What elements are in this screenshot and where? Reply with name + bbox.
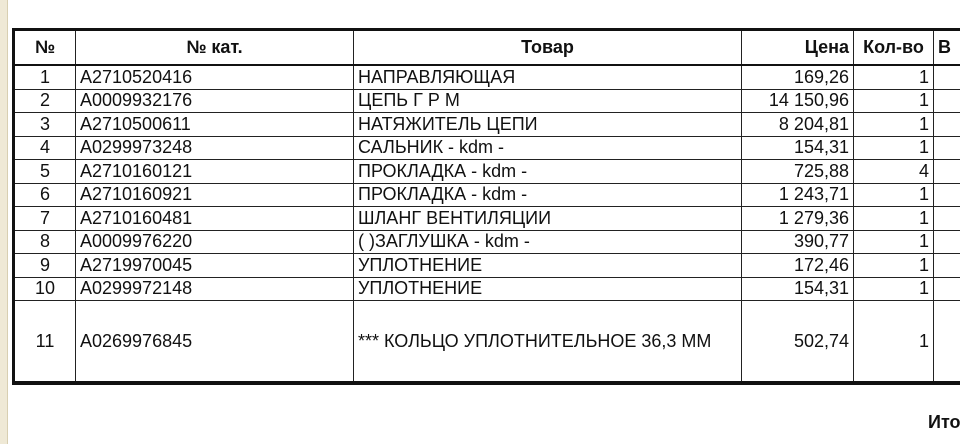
quantity: 1 xyxy=(853,229,934,254)
catalog-number: A2710160481 xyxy=(75,206,354,231)
price: 502,74 xyxy=(741,300,854,384)
next-cell xyxy=(933,64,960,90)
item-name: САЛЬНИК - kdm - xyxy=(353,135,742,160)
next-cell xyxy=(933,88,960,113)
table-header: № № кат. Товар Цена Кол-во В xyxy=(13,29,960,66)
row-number: 2 xyxy=(13,88,76,113)
next-cell xyxy=(933,182,960,207)
catalog-number: A2719970045 xyxy=(75,253,354,278)
item-name: УПЛОТНЕНИЕ xyxy=(353,253,742,278)
table-row: 6 A2710160921 ПРОКЛАДКА - kdm -1 243,71 1 xyxy=(13,182,960,207)
price: 390,77 xyxy=(741,229,854,254)
col-next: В xyxy=(933,29,960,66)
price: 725,88 xyxy=(741,159,854,184)
price: 154,31 xyxy=(741,276,854,301)
next-cell xyxy=(933,276,960,301)
catalog-number: A2710500611 xyxy=(75,112,354,137)
quantity: 4 xyxy=(853,159,934,184)
price: 8 204,81 xyxy=(741,112,854,137)
quantity: 1 xyxy=(853,300,934,384)
row-number: 11 xyxy=(13,300,76,384)
col-price: Цена xyxy=(741,29,854,66)
col-qty: Кол-во xyxy=(853,29,934,66)
price: 1 243,71 xyxy=(741,182,854,207)
item-name: ШЛАНГ ВЕНТИЛЯЦИИ xyxy=(353,206,742,231)
parts-table: № № кат. Товар Цена Кол-во В 1 A271052041… xyxy=(12,28,960,385)
window-left-border xyxy=(0,0,8,444)
table-row: 2 A0009932176 ЦЕПЬ Г Р М 14 150,96 1 xyxy=(13,88,960,113)
next-cell xyxy=(933,135,960,160)
next-cell xyxy=(933,253,960,278)
row-number: 7 xyxy=(13,206,76,231)
catalog-number: A2710160921 xyxy=(75,182,354,207)
quantity: 1 xyxy=(853,182,934,207)
item-name: УПЛОТНЕНИЕ xyxy=(353,276,742,301)
total-label: Ито xyxy=(928,412,960,432)
row-number: 6 xyxy=(13,182,76,207)
price: 14 150,96 xyxy=(741,88,854,113)
item-name: НАПРАВЛЯЮЩАЯ xyxy=(353,64,742,90)
row-number: 4 xyxy=(13,135,76,160)
table-row: 3 A2710500611 НАТЯЖИТЕЛЬ ЦЕПИ 8 204,81 1 xyxy=(13,112,960,137)
quantity: 1 xyxy=(853,112,934,137)
quantity: 1 xyxy=(853,206,934,231)
table-row: 10 A0299972148 УПЛОТНЕНИЕ 154,31 1 xyxy=(13,276,960,301)
row-number: 8 xyxy=(13,229,76,254)
price: 169,26 xyxy=(741,64,854,90)
item-name: *** КОЛЬЦО УПЛОТНИТЕЛЬНОЕ 36,3 ММ xyxy=(353,300,742,384)
catalog-number: A0009932176 xyxy=(75,88,354,113)
item-name: ПРОКЛАДКА - kdm - xyxy=(353,159,742,184)
quantity: 1 xyxy=(853,253,934,278)
next-cell xyxy=(933,112,960,137)
row-number: 9 xyxy=(13,253,76,278)
price: 154,31 xyxy=(741,135,854,160)
item-name: ПРОКЛАДКА - kdm - xyxy=(353,182,742,207)
table-row: 7 A2710160481 ШЛАНГ ВЕНТИЛЯЦИИ 1 279,36 1 xyxy=(13,206,960,231)
quantity: 1 xyxy=(853,276,934,301)
table-row: 4 A0299973248 САЛЬНИК - kdm -154,31 1 xyxy=(13,135,960,160)
catalog-number: A0299973248 xyxy=(75,135,354,160)
catalog-number: A2710520416 xyxy=(75,64,354,90)
table-row: 9 A2719970045 УПЛОТНЕНИЕ 172,46 1 xyxy=(13,253,960,278)
quantity: 1 xyxy=(853,135,934,160)
next-cell xyxy=(933,159,960,184)
next-cell xyxy=(933,229,960,254)
row-number: 10 xyxy=(13,276,76,301)
catalog-number: A0269976845 xyxy=(75,300,354,384)
item-name: НАТЯЖИТЕЛЬ ЦЕПИ xyxy=(353,112,742,137)
table-row: 1 A2710520416 НАПРАВЛЯЮЩАЯ 169,26 1 xyxy=(13,64,960,90)
quantity: 1 xyxy=(853,64,934,90)
catalog-number: A2710160121 xyxy=(75,159,354,184)
table-row: 5 A2710160121 ПРОКЛАДКА - kdm -725,88 4 xyxy=(13,159,960,184)
table-row: 11 A0269976845 *** КОЛЬЦО УПЛОТНИТЕЛЬНОЕ 3… xyxy=(13,300,960,384)
row-number: 5 xyxy=(13,159,76,184)
catalog-number: A0299972148 xyxy=(75,276,354,301)
next-cell xyxy=(933,206,960,231)
col-item: Товар xyxy=(353,29,742,66)
row-number: 1 xyxy=(13,64,76,90)
catalog-number: A0009976220 xyxy=(75,229,354,254)
price: 172,46 xyxy=(741,253,854,278)
quantity: 1 xyxy=(853,88,934,113)
table-row: 8 A0009976220( )ЗАГЛУШКА - kdm -390,77 1 xyxy=(13,229,960,254)
price: 1 279,36 xyxy=(741,206,854,231)
next-cell xyxy=(933,300,960,384)
item-name: ( )ЗАГЛУШКА - kdm - xyxy=(353,229,742,254)
row-number: 3 xyxy=(13,112,76,137)
item-name: ЦЕПЬ Г Р М xyxy=(353,88,742,113)
col-number: № xyxy=(13,29,76,66)
col-catalog: № кат. xyxy=(75,29,354,66)
